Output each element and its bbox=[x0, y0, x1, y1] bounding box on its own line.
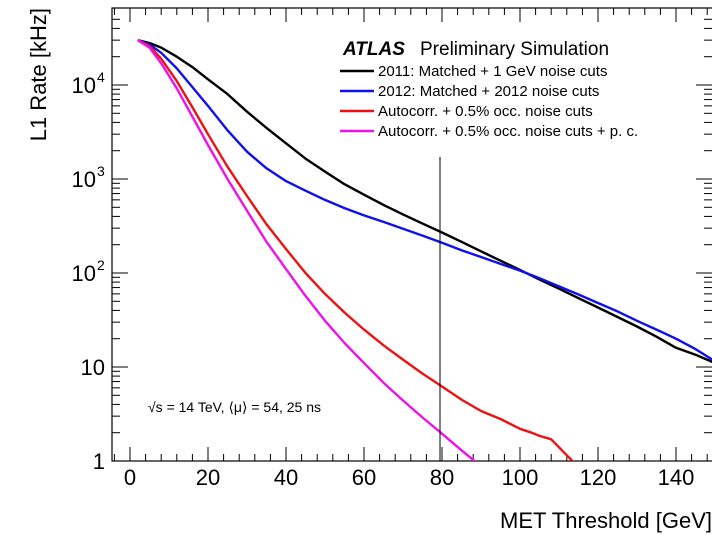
x-tick-label: 20 bbox=[196, 465, 220, 490]
series-group bbox=[137, 39, 712, 461]
y-tick-label: 10 bbox=[72, 73, 96, 98]
x-tick-label: 40 bbox=[274, 465, 298, 490]
series-line-1 bbox=[137, 39, 712, 364]
x-axis-ticks bbox=[113, 8, 708, 461]
x-tick-label: 80 bbox=[430, 465, 454, 490]
x-axis-title: MET Threshold [GeV] bbox=[500, 508, 712, 533]
x-tick-label: 100 bbox=[502, 465, 539, 490]
series-line-3 bbox=[137, 39, 575, 461]
y-tick-label: 10 bbox=[72, 261, 96, 286]
x-tick-label: 140 bbox=[658, 465, 695, 490]
x-tick-label: 60 bbox=[352, 465, 376, 490]
series-line-4 bbox=[137, 39, 477, 461]
atlas-label: ATLAS bbox=[342, 39, 405, 60]
series-line-2 bbox=[137, 39, 712, 361]
conditions-annotation: √s = 14 TeV, ⟨μ⟩ = 54, 25 ns bbox=[148, 399, 321, 415]
plot-frame bbox=[111, 7, 712, 462]
y-tick-label-exponent: 3 bbox=[97, 163, 105, 179]
legend-label-3: Autocorr. + 0.5% occ. noise cuts bbox=[378, 103, 593, 120]
y-axis-ticks bbox=[112, 18, 712, 462]
y-tick-label: 10 bbox=[81, 355, 105, 380]
y-tick-label: 1 bbox=[93, 449, 105, 474]
legend: 2011: Matched + 1 GeV noise cuts 2012: Ma… bbox=[340, 63, 638, 140]
y-tick-label-exponent: 4 bbox=[97, 69, 105, 85]
x-tick-label: 0 bbox=[124, 465, 136, 490]
y-axis-title: L1 Rate [kHz] bbox=[26, 8, 51, 141]
legend-label-1: 2011: Matched + 1 GeV noise cuts bbox=[378, 63, 607, 80]
x-tick-label: 120 bbox=[580, 465, 617, 490]
preliminary-simulation-label: Preliminary Simulation bbox=[420, 39, 609, 60]
x-axis-tick-labels: 0 20 40 60 80 100 120 140 bbox=[124, 465, 694, 490]
legend-label-4: Autocorr. + 0.5% occ. noise cuts + p. c. bbox=[378, 123, 638, 140]
legend-label-2: 2012: Matched + 2012 noise cuts bbox=[378, 83, 599, 100]
y-tick-label-exponent: 2 bbox=[97, 257, 105, 273]
y-tick-label: 10 bbox=[72, 167, 96, 192]
